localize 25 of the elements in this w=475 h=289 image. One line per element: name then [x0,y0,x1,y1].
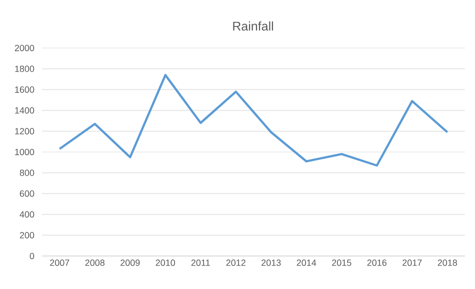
line-series [58,74,448,167]
chart-title: Rainfall [233,21,273,31]
y-tick-label: 400 [20,211,34,218]
x-tick-label: 2010 [156,260,176,266]
x-tick-label: 2017 [402,260,422,266]
x-tick-label: 2008 [85,260,104,266]
y-tick-label: 1600 [15,86,34,93]
y-tick-label: 2000 [14,44,34,52]
x-tick-label: 2013 [262,260,281,266]
x-tick-label: 2007 [50,260,70,266]
x-tick-label: 2009 [120,260,140,266]
y-tick-label: 800 [20,170,34,176]
y-tick-label: 1000 [15,148,34,156]
y-tick-label: 600 [20,190,34,197]
x-tick-label: 2016 [367,260,386,266]
y-tick-label: 0 [30,252,34,260]
y-tick-label: 1400 [15,107,34,114]
x-tick-label: 2018 [438,260,457,266]
x-tick-label: 2012 [226,260,246,266]
x-tick-label: 2015 [332,260,352,266]
x-tick-label: 2011 [191,260,210,266]
y-tick-label: 1200 [15,128,34,134]
y-tick-label: 200 [20,232,34,238]
x-tick-label: 2014 [296,260,316,266]
y-tick-label: 1800 [15,66,34,72]
